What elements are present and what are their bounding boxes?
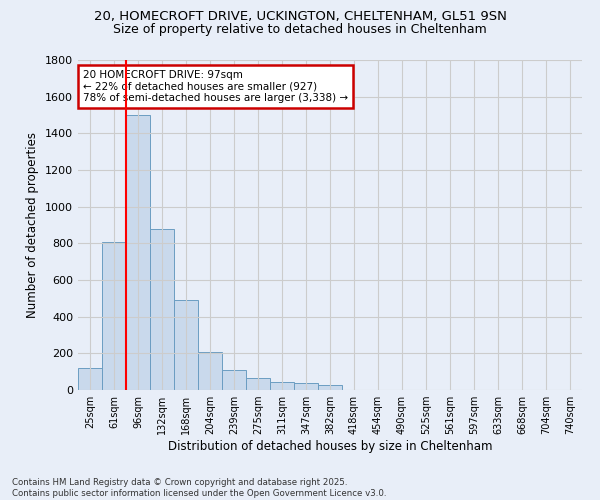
X-axis label: Distribution of detached houses by size in Cheltenham: Distribution of detached houses by size … bbox=[168, 440, 492, 453]
Bar bbox=[174, 300, 198, 390]
Bar bbox=[222, 370, 246, 390]
Y-axis label: Number of detached properties: Number of detached properties bbox=[26, 132, 40, 318]
Bar bbox=[102, 242, 126, 390]
Bar bbox=[246, 378, 270, 390]
Bar bbox=[318, 384, 342, 390]
Bar bbox=[126, 115, 150, 390]
Bar bbox=[78, 368, 102, 390]
Bar bbox=[294, 382, 318, 390]
Text: Contains HM Land Registry data © Crown copyright and database right 2025.
Contai: Contains HM Land Registry data © Crown c… bbox=[12, 478, 386, 498]
Text: 20 HOMECROFT DRIVE: 97sqm
← 22% of detached houses are smaller (927)
78% of semi: 20 HOMECROFT DRIVE: 97sqm ← 22% of detac… bbox=[83, 70, 348, 103]
Bar bbox=[150, 228, 174, 390]
Text: 20, HOMECROFT DRIVE, UCKINGTON, CHELTENHAM, GL51 9SN: 20, HOMECROFT DRIVE, UCKINGTON, CHELTENH… bbox=[94, 10, 506, 23]
Bar bbox=[198, 352, 222, 390]
Text: Size of property relative to detached houses in Cheltenham: Size of property relative to detached ho… bbox=[113, 22, 487, 36]
Bar bbox=[270, 382, 294, 390]
